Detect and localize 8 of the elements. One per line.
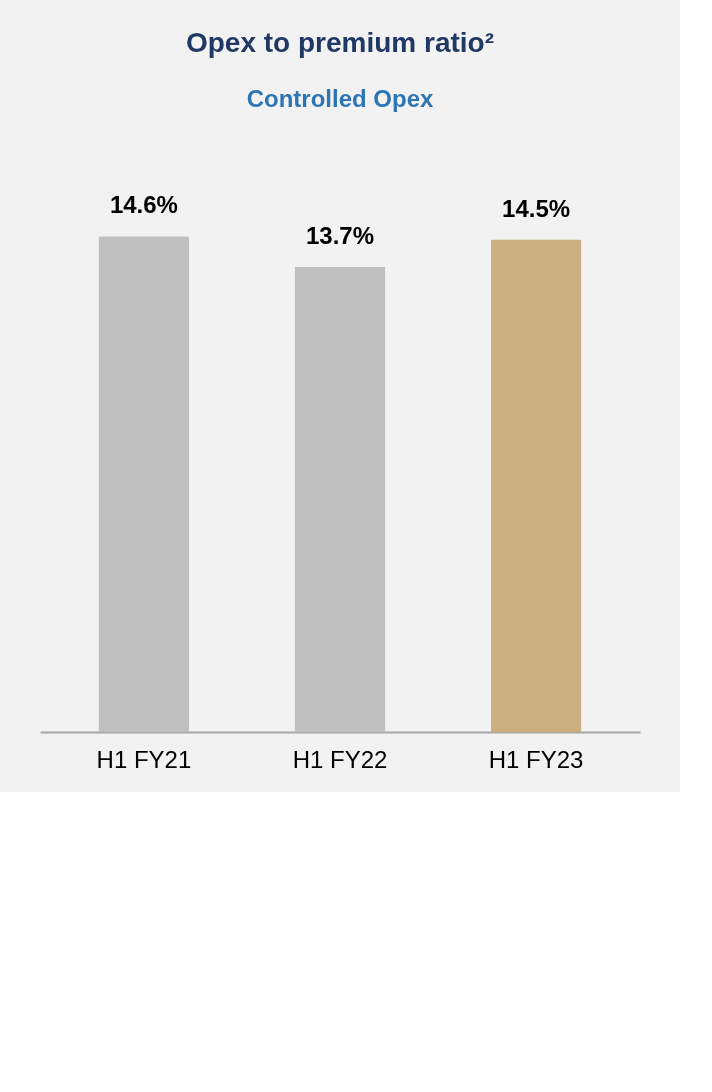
x-tick-label: H1 FY22	[292, 745, 388, 773]
x-tick-label: H1 FY23	[488, 745, 584, 773]
data-label: 14.6%	[109, 191, 178, 219]
chart-subtitle: Controlled Opex	[246, 85, 434, 112]
chart-title: Opex to premium ratio²	[185, 27, 495, 58]
data-label: 14.5%	[502, 194, 571, 222]
data-label: 13.7%	[305, 221, 375, 249]
x-tick-label: H1 FY21	[96, 745, 192, 773]
